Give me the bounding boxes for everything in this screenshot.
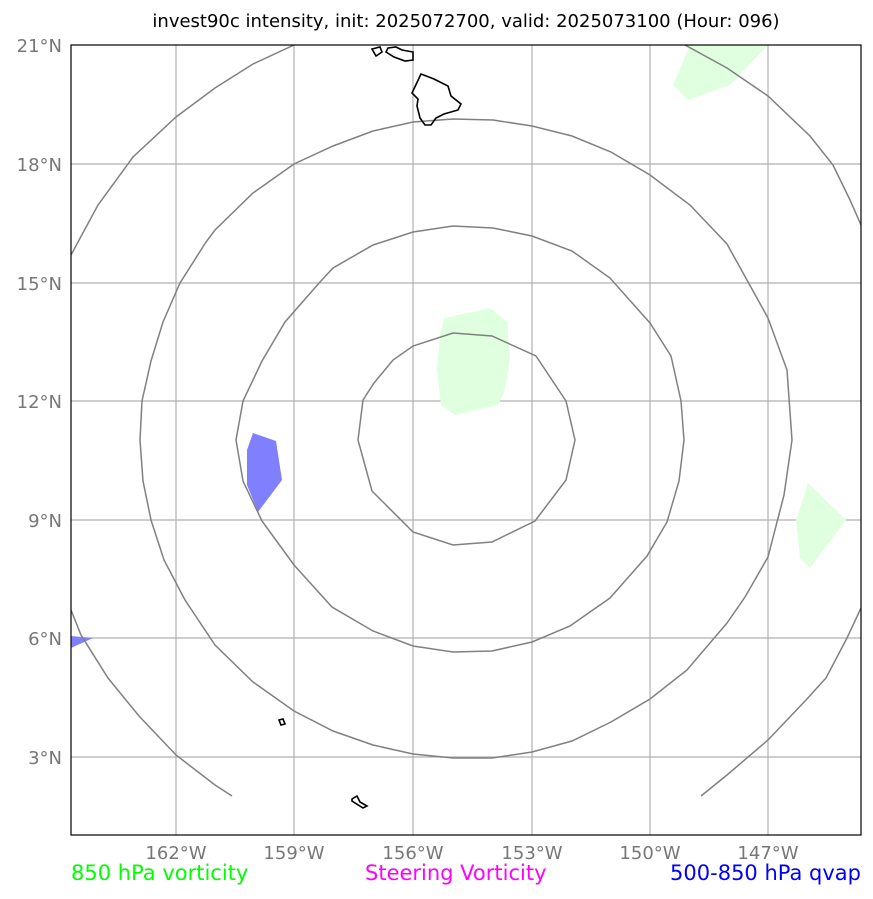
- lon-tick-label: 159°W: [263, 843, 324, 864]
- coastline-big-island: [411, 72, 463, 126]
- lon-tick-labels: 162°W 159°W 156°W 153°W 150°W 147°W: [145, 843, 798, 864]
- legend-qvap: 500-850 hPa qvap: [670, 861, 861, 885]
- lat-tick-label: 3°N: [28, 748, 62, 769]
- lat-tick-label: 6°N: [28, 629, 62, 650]
- map-frame: [70, 44, 862, 836]
- range-ring-outer: [71, 45, 861, 797]
- qvap-patch-west: [247, 433, 282, 512]
- vorticity-shading: [437, 45, 846, 568]
- lat-tick-label: 9°N: [28, 511, 62, 532]
- lon-tick-label: 153°W: [501, 843, 562, 864]
- coastlines: [277, 46, 463, 809]
- coastline-kahoolawe: [370, 46, 383, 58]
- lon-tick-label: 162°W: [145, 843, 206, 864]
- range-ring-second: [235, 225, 685, 653]
- vorticity-patch-east: [796, 483, 846, 568]
- qvap-patch-edge: [71, 636, 93, 648]
- lat-tick-label: 15°N: [17, 274, 62, 295]
- coastline-maui: [384, 46, 414, 62]
- lon-tick-label: 147°W: [737, 843, 798, 864]
- gridlines: [71, 45, 861, 835]
- range-ring-third: [139, 118, 793, 759]
- range-rings: [71, 45, 861, 797]
- vorticity-patch-northeast: [673, 45, 768, 100]
- lat-tick-label: 21°N: [17, 36, 62, 57]
- lon-tick-label: 156°W: [382, 843, 443, 864]
- range-ring-inner: [357, 332, 576, 546]
- lat-tick-labels: 21°N 18°N 15°N 12°N 9°N 6°N 3°N: [17, 36, 62, 769]
- qvap-shading: [71, 433, 282, 648]
- lat-tick-label: 18°N: [17, 155, 62, 176]
- coastline-islet-far-south: [351, 794, 369, 809]
- legend-steering-vorticity: Steering Vorticity: [365, 861, 547, 885]
- vorticity-patch-center: [437, 308, 510, 415]
- legend-vorticity: 850 hPa vorticity: [71, 861, 249, 885]
- lat-tick-label: 12°N: [17, 392, 62, 413]
- coastline-islet-south: [277, 718, 287, 726]
- map-title: invest90c intensity, init: 2025072700, v…: [152, 11, 779, 32]
- lon-tick-label: 150°W: [619, 843, 680, 864]
